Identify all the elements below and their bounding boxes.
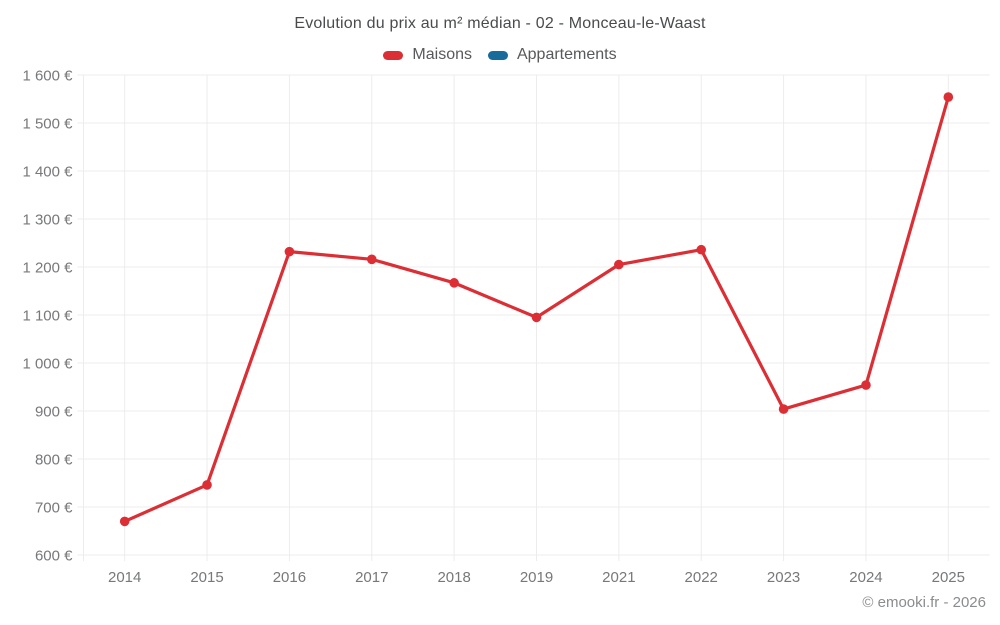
data-point-maisons-2014[interactable] <box>119 516 130 527</box>
data-point-maisons-2025[interactable] <box>943 92 954 102</box>
y-axis-label: 1 200 € <box>22 260 73 277</box>
data-point-maisons-2021[interactable] <box>614 259 624 270</box>
data-point-maisons-2022[interactable] <box>696 244 707 255</box>
x-axis-label: 2025 <box>932 569 965 586</box>
x-axis-label: 2024 <box>849 569 882 586</box>
x-axis-label: 2018 <box>437 569 470 586</box>
legend-label-appartements: Appartements <box>516 46 617 63</box>
data-point-maisons-2017[interactable] <box>366 254 377 265</box>
x-axis-label: 2019 <box>520 569 553 586</box>
x-axis-label: 2022 <box>685 569 718 586</box>
data-point-maisons-2023[interactable] <box>778 404 789 414</box>
x-axis-label: 2021 <box>602 569 635 586</box>
x-axis-label: 2023 <box>767 569 800 586</box>
data-point-maisons-2024[interactable] <box>861 380 871 390</box>
y-axis-label: 1 500 € <box>22 116 73 133</box>
data-point-maisons-2016[interactable] <box>284 246 295 257</box>
appartements-swatch-icon <box>487 50 508 60</box>
x-axis-label: 2017 <box>355 569 388 586</box>
chart-legend: Maisons Appartements <box>0 44 1000 66</box>
data-point-maisons-2018[interactable] <box>449 278 459 288</box>
y-axis-label: 1 300 € <box>22 212 73 229</box>
y-axis-label: 700 € <box>35 500 73 517</box>
data-point-maisons-2019[interactable] <box>531 312 542 323</box>
y-axis-label: 1 100 € <box>22 308 73 325</box>
chart-title: Evolution du prix au m² médian - 02 - Mo… <box>294 15 706 32</box>
data-point-maisons-2015[interactable] <box>202 480 212 490</box>
y-axis-label: 1 400 € <box>22 164 73 181</box>
legend-item-maisons[interactable]: Maisons <box>383 46 472 64</box>
y-axis-label: 800 € <box>35 452 73 469</box>
copyright-footer: © emooki.fr - 2026 <box>862 594 986 611</box>
y-axis-label: 900 € <box>35 404 73 421</box>
legend-item-appartements[interactable]: Appartements <box>487 46 617 64</box>
legend-label-maisons: Maisons <box>412 46 472 63</box>
x-axis-label: 2015 <box>190 569 223 586</box>
x-axis-label: 2016 <box>273 569 306 586</box>
y-axis-label: 1 600 € <box>22 68 73 85</box>
y-axis-label: 600 € <box>35 548 73 565</box>
maisons-swatch-icon <box>383 50 404 60</box>
y-axis-label: 1 000 € <box>22 356 73 373</box>
x-axis-label: 2014 <box>108 569 141 586</box>
